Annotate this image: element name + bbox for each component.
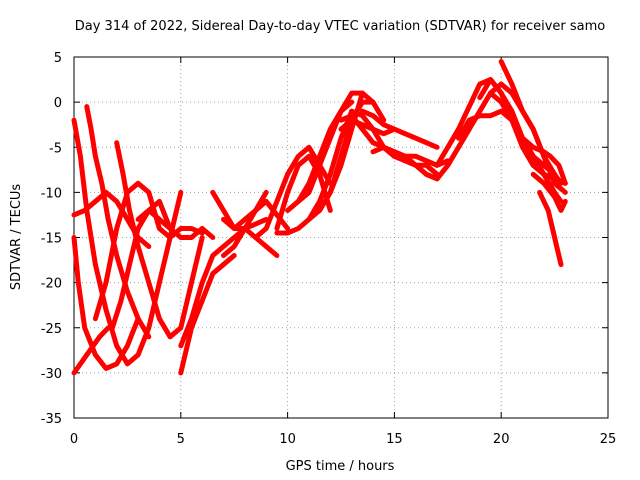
y-tick-label: -10 <box>41 186 62 201</box>
x-tick-label: 5 <box>177 432 185 447</box>
satellite-track-7 <box>92 180 205 322</box>
axis-tick-labels: 0 5 10 15 20 25 -35 -30 -25 -20 -15 -10 -5 0 5 <box>41 51 617 447</box>
satellite-track-3 <box>71 325 111 376</box>
x-tick-label: 20 <box>493 432 510 447</box>
y-tick-label: -20 <box>41 277 62 292</box>
x-axis-label: GPS time / hours <box>286 459 395 474</box>
x-tick-label: 15 <box>386 432 403 447</box>
x-tick-label: 10 <box>279 432 296 447</box>
x-tick-label: 25 <box>600 432 617 447</box>
satellite-track-26 <box>381 144 440 177</box>
satellite-track-2 <box>71 235 141 371</box>
satellite-track-35 <box>537 189 564 268</box>
y-tick-label: -5 <box>49 141 62 156</box>
satellite-track-10 <box>178 253 237 376</box>
satellite-track-14 <box>221 189 269 258</box>
satellite-track-5 <box>84 104 152 340</box>
y-tick-label: 5 <box>54 51 62 66</box>
satellite-track-8 <box>109 198 173 331</box>
satellite-track-22 <box>338 117 397 137</box>
satellite-track-16 <box>274 153 333 231</box>
y-axis-label: SDTVAR / TECUs <box>9 184 24 291</box>
satellite-track-9 <box>135 207 216 240</box>
y-tick-label: 0 <box>54 96 62 111</box>
satellite-track-32 <box>488 90 568 186</box>
x-tick-label: 0 <box>70 432 78 447</box>
series-group <box>71 59 568 376</box>
satellite-track-34 <box>530 171 568 213</box>
satellite-track-13 <box>221 216 280 258</box>
chart-title: Day 314 of 2022, Sidereal Day-to-day VTE… <box>75 19 606 34</box>
y-tick-label: -35 <box>41 412 62 427</box>
y-tick-label: -25 <box>41 322 62 337</box>
satellite-track-25 <box>359 108 440 150</box>
satellite-track-17 <box>274 108 355 236</box>
satellite-track-19 <box>295 99 355 204</box>
satellite-track-11 <box>178 216 269 349</box>
satellite-track-33 <box>498 59 564 186</box>
y-tick-label: -30 <box>41 367 62 382</box>
satellite-track-21 <box>317 90 387 213</box>
y-tick-label: -15 <box>41 232 62 247</box>
